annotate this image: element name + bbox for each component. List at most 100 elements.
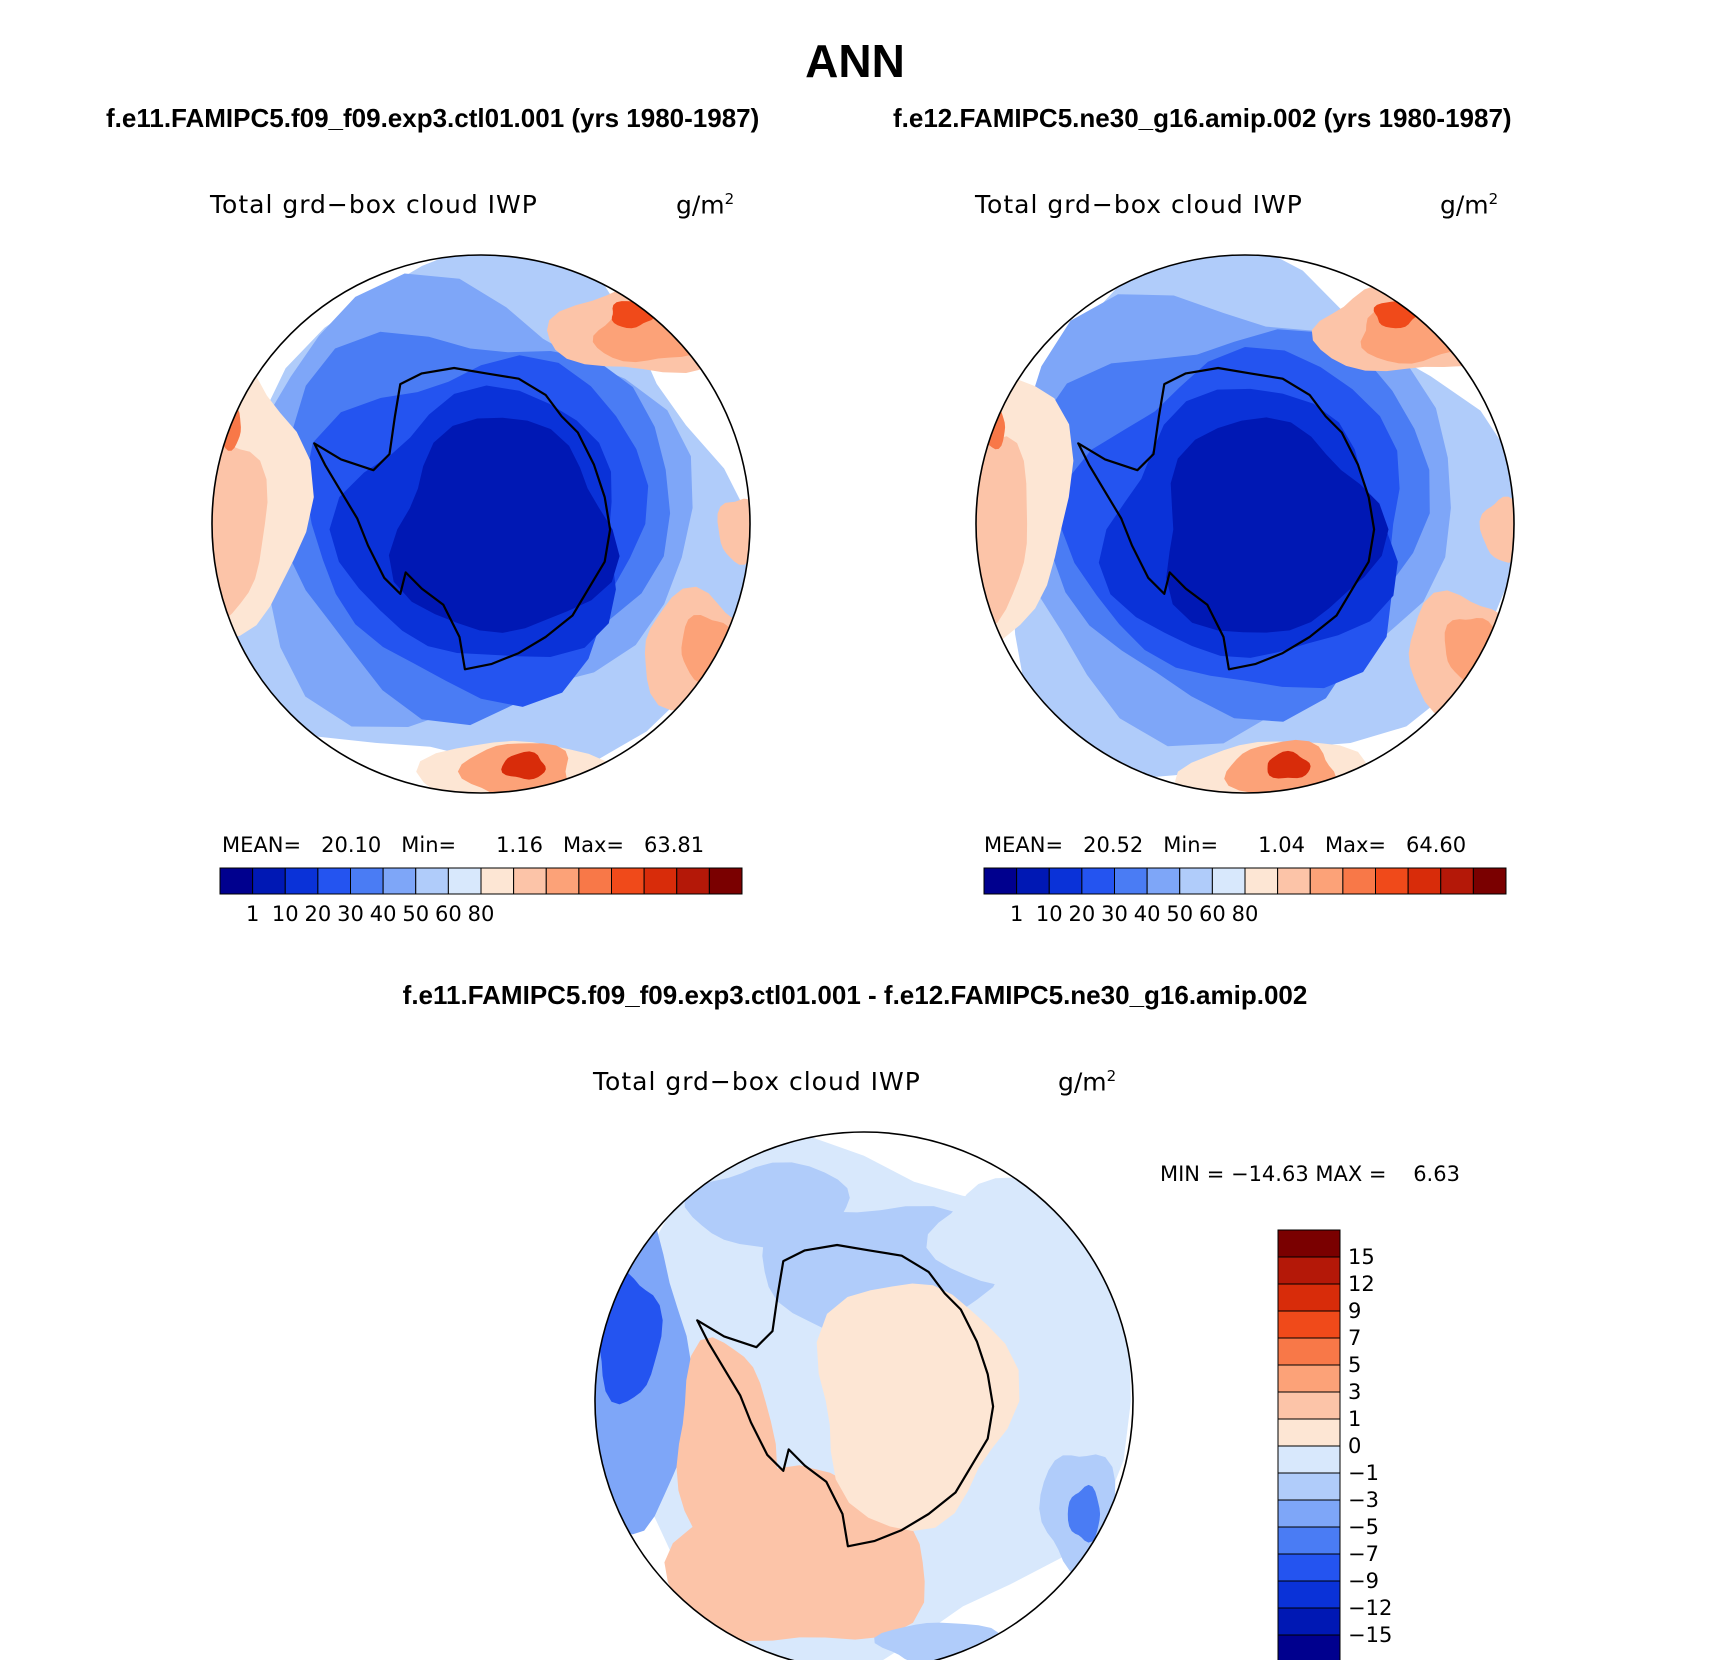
colorbar-swatch — [1277, 867, 1311, 895]
colorbar-tick-label: −3 — [1348, 1488, 1379, 1512]
colorbar-swatch — [1277, 1391, 1341, 1420]
colorbar-tick-label: 40 — [1133, 902, 1161, 926]
contour-region — [1166, 417, 1389, 633]
colorbar-swatch — [676, 867, 710, 895]
contour-region — [388, 417, 620, 633]
colorbar-swatch — [252, 867, 286, 895]
colorbar-swatch — [1277, 1553, 1341, 1582]
antarctica-coastline — [1077, 366, 1376, 671]
panel-1-variable: Total grd−box cloud IWP — [210, 190, 538, 219]
panel-2-stats: MEAN= 20.52 Min= 1.04 Max= 64.60 — [984, 833, 1467, 857]
colorbar-swatch — [1472, 867, 1507, 895]
colorbar-swatch — [1277, 1229, 1341, 1258]
map-boundary — [975, 254, 1515, 794]
colorbar-swatch — [1048, 867, 1083, 895]
colorbar-tick-label: 7 — [1348, 1326, 1362, 1350]
colorbar-swatch — [350, 867, 384, 895]
colorbar-swatch — [1277, 1283, 1341, 1312]
contour-region — [717, 498, 750, 565]
colorbar-swatch — [1277, 1364, 1341, 1393]
colorbar-swatch — [983, 867, 1018, 895]
colorbar-tick-label: 3 — [1348, 1380, 1362, 1404]
contour-region — [976, 436, 1028, 627]
colorbar-swatch — [1375, 867, 1409, 895]
colorbar-tick-label: 10 — [1035, 902, 1063, 926]
colorbar-tick-label: 30 — [1101, 902, 1128, 926]
colorbar-tick-label: 60 — [1199, 902, 1226, 926]
contour-region — [212, 434, 268, 625]
panel-3-units: g/m2 — [1058, 1067, 1117, 1097]
colorbar-swatch — [1342, 867, 1376, 895]
contour-region — [1267, 750, 1311, 779]
case-1-title: f.e11.FAMIPC5.f09_f09.exp3.ctl01.001 (yr… — [106, 103, 760, 133]
colorbar-swatch — [1277, 1472, 1341, 1501]
colorbar-swatch — [1277, 1256, 1341, 1285]
colorbar-swatch — [1146, 867, 1181, 895]
contour-region — [676, 1337, 778, 1550]
colorbar-swatch — [1277, 1526, 1341, 1555]
panel-3-variable: Total grd−box cloud IWP — [593, 1067, 921, 1096]
colorbar-swatch — [643, 867, 678, 895]
colorbar-tick-label: 20 — [304, 902, 332, 926]
colorbar-tick-label: 0 — [1348, 1434, 1362, 1458]
colorbar-swatch — [1277, 1580, 1341, 1609]
colorbar-swatch — [1277, 1418, 1341, 1447]
colorbar-swatch — [1244, 867, 1279, 895]
colorbar-swatch — [1277, 1445, 1341, 1474]
colorbar-tick-label: 10 — [271, 902, 299, 926]
colorbar-tick-label: 9 — [1348, 1299, 1362, 1323]
panel-2-units: g/m2 — [1440, 190, 1499, 220]
colorbar-swatch — [1277, 1634, 1341, 1660]
colorbar-tick-label: 1 — [1348, 1407, 1362, 1431]
map-boundary — [594, 1131, 1134, 1660]
colorbar-swatch — [578, 867, 612, 895]
colorbar-swatch — [1309, 867, 1344, 895]
colorbar-tick-label: 50 — [1166, 902, 1194, 926]
difference-title: f.e11.FAMIPC5.f09_f09.exp3.ctl01.001 - f… — [402, 980, 1308, 1010]
colorbar-swatch — [284, 867, 319, 895]
colorbar-tick-label: 80 — [467, 902, 495, 926]
colorbar-tick-label: −9 — [1348, 1569, 1379, 1593]
contour-region — [501, 751, 546, 780]
colorbar-swatch — [708, 867, 743, 895]
figure-title: ANN — [805, 35, 905, 87]
colorbar-tick-label: 30 — [337, 902, 364, 926]
map-boundary — [211, 254, 751, 794]
colorbar-swatch — [1277, 1337, 1341, 1366]
colorbar-swatch — [447, 867, 482, 895]
colorbar-swatch — [480, 867, 515, 895]
colorbar-tick-label: 15 — [1348, 1245, 1375, 1269]
panel-1-stats: MEAN= 20.10 Min= 1.16 Max= 63.81 — [222, 833, 705, 857]
panel-1-units: g/m2 — [676, 190, 735, 220]
contour-field — [976, 255, 1514, 793]
contour-region — [1067, 1484, 1101, 1543]
colorbar-tick-label: 80 — [1231, 902, 1259, 926]
colorbar-swatch — [1081, 867, 1115, 895]
antarctica-coastline — [696, 1243, 995, 1548]
colorbar-tick-label: −5 — [1348, 1515, 1379, 1539]
colorbar-tick-label: 1 — [1009, 902, 1024, 926]
case-2-title: f.e12.FAMIPC5.ne30_g16.amip.002 (yrs 198… — [893, 103, 1512, 133]
colorbar-tick-label: −7 — [1348, 1542, 1379, 1566]
colorbar-swatch — [317, 867, 351, 895]
colorbar-tick-label: −12 — [1348, 1596, 1393, 1620]
colorbar-swatch — [1277, 1499, 1341, 1528]
panel-3-stats: MIN = −14.63 MAX = 6.63 — [1160, 1162, 1460, 1186]
colorbar-tick-label: 1 — [245, 902, 260, 926]
panel-2-variable: Total grd−box cloud IWP — [975, 190, 1303, 219]
colorbar-swatch — [1114, 867, 1148, 895]
colorbar-tick-label: 50 — [402, 902, 430, 926]
colorbar-tick-label: 5 — [1348, 1353, 1362, 1377]
colorbar-tick-label: 60 — [435, 902, 462, 926]
contour-region — [684, 1162, 850, 1252]
colorbar-tick-label: 20 — [1068, 902, 1096, 926]
colorbar-swatch — [611, 867, 645, 895]
colorbar-swatch — [1277, 1310, 1341, 1339]
antarctica-coastline — [313, 366, 612, 671]
colorbar-swatch — [382, 867, 417, 895]
colorbar-tick-label: −1 — [1348, 1461, 1379, 1485]
colorbar-tick-label: 12 — [1348, 1272, 1375, 1296]
